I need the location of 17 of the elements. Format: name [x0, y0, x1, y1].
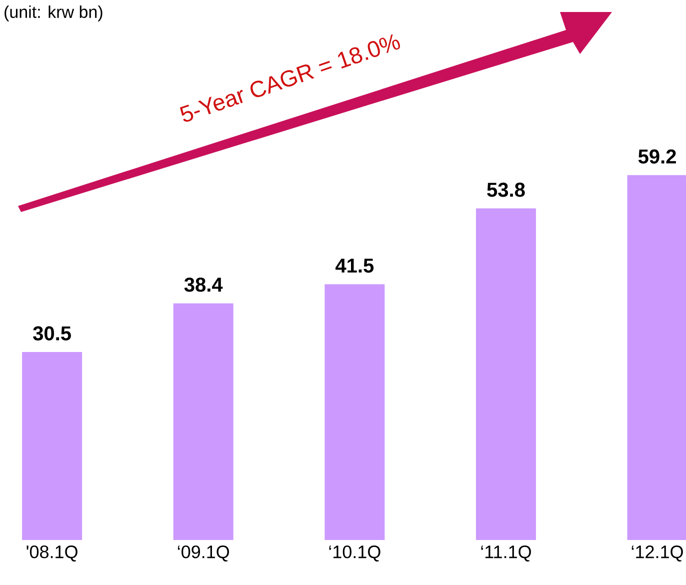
bar	[476, 208, 536, 540]
bar	[173, 303, 234, 540]
x-tick-label: ‘12.1Q	[632, 546, 683, 562]
x-tick-label: ‘10.1Q	[329, 546, 380, 562]
bar	[627, 175, 686, 540]
bar	[324, 284, 385, 540]
data-label: 30.5	[33, 326, 71, 340]
x-tick-label: '08.1Q	[26, 546, 78, 562]
x-tick-label: ‘09.1Q	[178, 546, 230, 562]
data-label: 38.4	[184, 278, 223, 292]
x-tick-label: ‘11.1Q	[481, 546, 531, 562]
bar	[22, 352, 82, 540]
data-label: 59.2	[638, 149, 676, 164]
text: (unit: krw bn)	[4, 6, 102, 22]
text: 5-Year CAGR = 18.0%	[180, 34, 400, 122]
data-label: 53.8	[487, 182, 525, 197]
data-label: 41.5	[335, 258, 374, 273]
